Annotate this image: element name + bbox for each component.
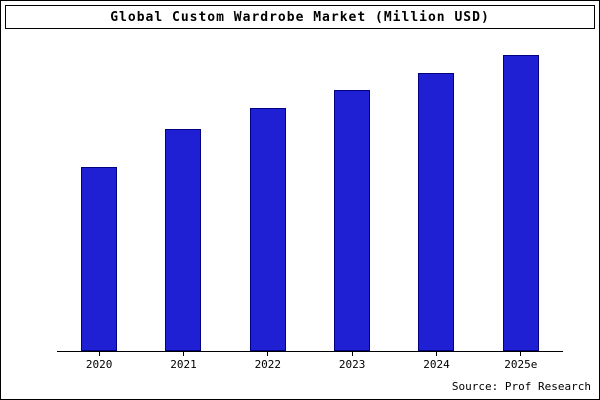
x-label-cell: 2024 [394,352,478,371]
x-label-cell: 2021 [141,352,225,371]
chart-title: Global Custom Wardrobe Market (Million U… [110,9,490,25]
bar-2025e [502,54,539,351]
axis-tick [351,352,353,356]
x-label-2025e: 2025e [504,358,538,371]
chart-title-box: Global Custom Wardrobe Market (Million U… [5,5,595,29]
x-label-2023: 2023 [338,358,366,371]
x-label-cell: 2023 [310,352,394,371]
plot-area [57,43,563,352]
x-label-2024: 2024 [423,358,450,371]
bar-slot [57,43,141,351]
x-label-cell: 2022 [226,352,310,371]
bar-2020 [81,167,118,351]
axis-tick [98,352,100,356]
bar-slot [141,43,225,351]
bar-slot [310,43,394,351]
x-label-2021: 2021 [170,358,197,371]
x-label-cell: 2025e [479,352,563,371]
axis-tick [435,352,437,356]
source-text: Source: Prof Research [451,380,591,393]
x-label-cell: 2020 [57,352,141,371]
axis-tick [267,352,269,356]
bar-slot [226,43,310,351]
bar-2021 [165,128,202,351]
bar-2022 [249,108,286,351]
axis-tick [520,352,522,356]
bar-2023 [334,90,371,351]
bar-slot [394,43,478,351]
x-label-2020: 2020 [85,358,113,371]
bar-slot [479,43,563,351]
x-axis-labels: 2020 2021 2022 2023 2024 2025e [57,352,563,371]
x-label-2022: 2022 [254,358,282,371]
bar-2024 [418,72,455,351]
axis-tick [182,352,184,356]
